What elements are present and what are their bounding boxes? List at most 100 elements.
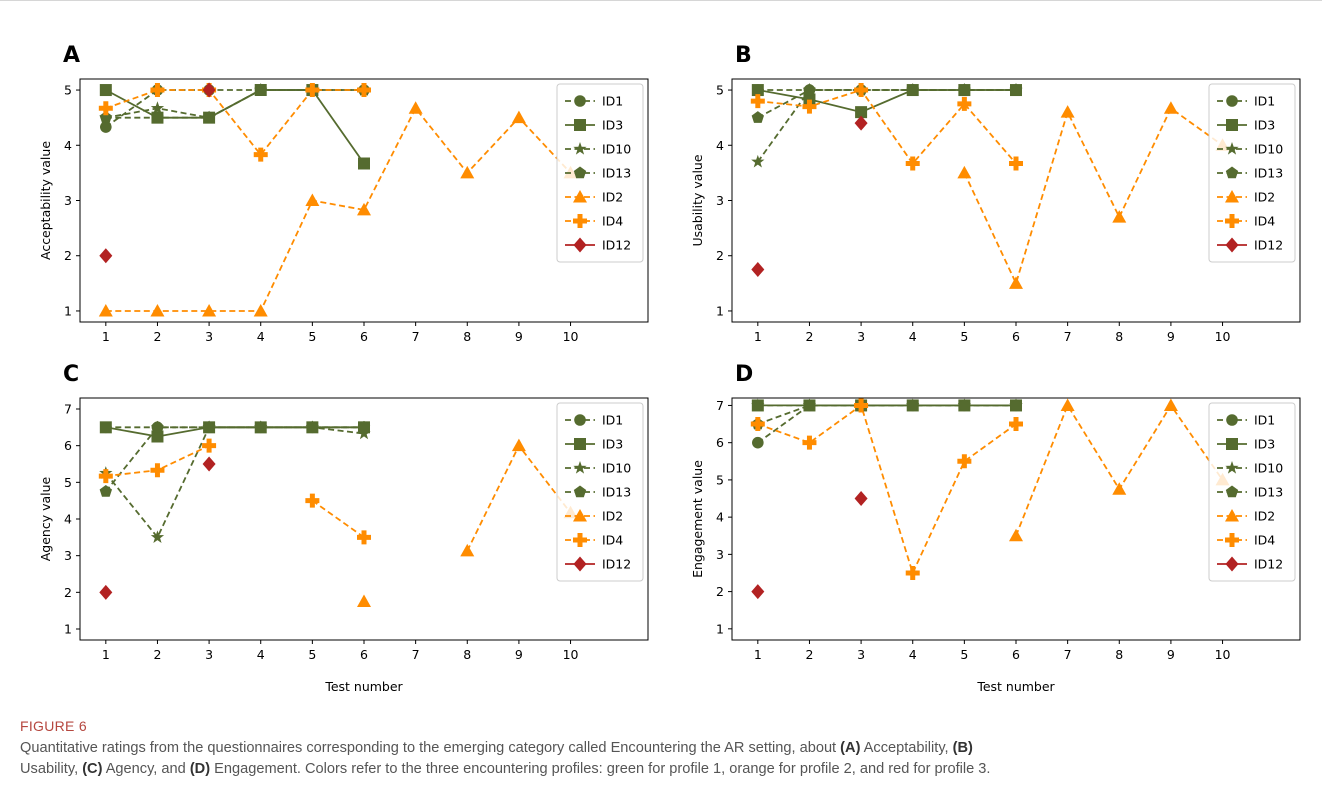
legend-marker xyxy=(1225,556,1239,572)
plot-area xyxy=(98,420,578,607)
y-tick-label: 4 xyxy=(716,138,724,153)
legend: ID1 ID3 ID10 ID13 ID2 ID4 ID12 xyxy=(556,83,644,263)
legend-item-id1: ID1 xyxy=(565,94,623,109)
series-line-id3 xyxy=(105,89,365,165)
series-line-id2 xyxy=(466,444,572,552)
x-tick-label: 2 xyxy=(153,647,161,662)
data-point-id3 xyxy=(855,106,868,119)
data-point-id13 xyxy=(99,485,112,497)
legend-item-id2: ID2 xyxy=(1217,190,1275,205)
legend-item-id2: ID2 xyxy=(565,190,623,205)
caption-part: Engagement. Colors refer to the three en… xyxy=(210,761,991,777)
plot-area xyxy=(98,82,578,317)
legend-item-id2: ID2 xyxy=(565,509,623,524)
data-point-id2 xyxy=(460,543,475,557)
data-point-id2 xyxy=(98,303,113,317)
legend-item-id4: ID4 xyxy=(565,214,623,229)
legend-label: ID3 xyxy=(1254,118,1275,133)
data-point-id12 xyxy=(854,491,868,507)
legend-marker xyxy=(1225,190,1239,203)
legend-label: ID1 xyxy=(1254,413,1275,428)
data-point-id4 xyxy=(357,530,371,545)
data-point-id4 xyxy=(854,83,869,98)
data-point-id2 xyxy=(408,101,423,114)
data-point-id4 xyxy=(98,469,113,484)
y-tick-label: 4 xyxy=(716,510,724,525)
x-tick-label: 10 xyxy=(563,647,579,662)
y-tick-label: 1 xyxy=(716,303,724,318)
caption-panel-ref-a: (A) xyxy=(840,740,861,756)
y-tick-label: 7 xyxy=(64,402,72,417)
legend-item-id12: ID12 xyxy=(565,237,631,253)
x-tick-label: 10 xyxy=(563,329,579,344)
data-point-id13 xyxy=(906,398,919,411)
legend-marker xyxy=(573,461,587,474)
y-axis-label: Agency value xyxy=(38,476,53,561)
data-point-id2 xyxy=(253,303,268,317)
data-point-id3 xyxy=(99,84,112,97)
x-tick-label: 5 xyxy=(308,329,316,344)
caption-panel-ref-d: (D) xyxy=(189,761,211,777)
data-point-id2 xyxy=(1112,210,1127,223)
y-tick-label: 5 xyxy=(716,472,724,487)
data-point-id2 xyxy=(1060,105,1075,118)
data-point-id4 xyxy=(750,94,765,109)
y-tick-label: 3 xyxy=(64,193,72,208)
x-tick-label: 7 xyxy=(412,329,420,344)
legend-label: ID10 xyxy=(602,461,631,476)
data-point-id4 xyxy=(253,147,268,162)
legend-marker xyxy=(573,509,587,522)
y-tick-label: 6 xyxy=(64,438,72,453)
data-point-id10 xyxy=(751,398,765,412)
legend-marker xyxy=(1225,214,1239,228)
series-line-id13 xyxy=(105,426,364,493)
data-point-id4 xyxy=(98,101,113,116)
legend-marker xyxy=(1226,95,1238,107)
x-axis-label: Test number xyxy=(324,679,403,694)
legend-label: ID12 xyxy=(602,557,631,572)
y-tick-label: 3 xyxy=(716,547,724,562)
x-tick-label: 5 xyxy=(308,647,316,662)
series-line-id2 xyxy=(1015,403,1224,537)
legend-item-id12: ID12 xyxy=(565,556,631,572)
data-point-id12 xyxy=(751,262,765,278)
y-tick-label: 2 xyxy=(64,585,72,600)
top-rule xyxy=(0,0,1322,1)
legend-marker xyxy=(1225,166,1239,179)
panel-letter: B xyxy=(735,43,752,68)
x-tick-label: 8 xyxy=(463,329,471,344)
legend-marker xyxy=(573,190,587,203)
y-tick-label: 5 xyxy=(64,475,72,490)
x-axis-label: Test number xyxy=(976,679,1055,694)
legend-item-id13: ID13 xyxy=(565,485,631,500)
legend-marker xyxy=(573,533,587,547)
x-tick-label: 3 xyxy=(205,329,213,344)
legend-marker xyxy=(574,119,586,131)
x-tick-label: 9 xyxy=(1167,647,1175,662)
legend: ID1 ID3 ID10 ID13 ID2 ID4 ID12 xyxy=(1208,402,1296,582)
data-point-id4 xyxy=(357,83,371,98)
legend-label: ID12 xyxy=(1254,557,1283,572)
legend-item-id12: ID12 xyxy=(1217,237,1283,253)
legend-marker xyxy=(1226,414,1238,426)
data-point-id3 xyxy=(751,84,764,97)
legend-marker xyxy=(573,556,587,572)
legend-label: ID12 xyxy=(602,238,631,253)
x-tick-label: 8 xyxy=(1115,329,1123,344)
data-point-id4 xyxy=(1009,156,1023,171)
data-point-id2 xyxy=(511,438,526,452)
legend-marker xyxy=(573,485,587,498)
caption-panel-ref-c: (C) xyxy=(82,761,103,777)
legend-label: ID2 xyxy=(1254,190,1275,205)
data-point-id13 xyxy=(151,420,164,433)
data-point-id13 xyxy=(202,111,216,123)
y-tick-label: 2 xyxy=(716,584,724,599)
legend-item-id13: ID13 xyxy=(1217,485,1283,500)
x-tick-label: 4 xyxy=(257,647,265,662)
data-point-id4 xyxy=(905,156,920,171)
data-point-id2 xyxy=(357,202,371,216)
data-point-id13 xyxy=(254,420,267,433)
legend-label: ID2 xyxy=(602,190,623,205)
data-point-id2 xyxy=(1163,101,1178,114)
